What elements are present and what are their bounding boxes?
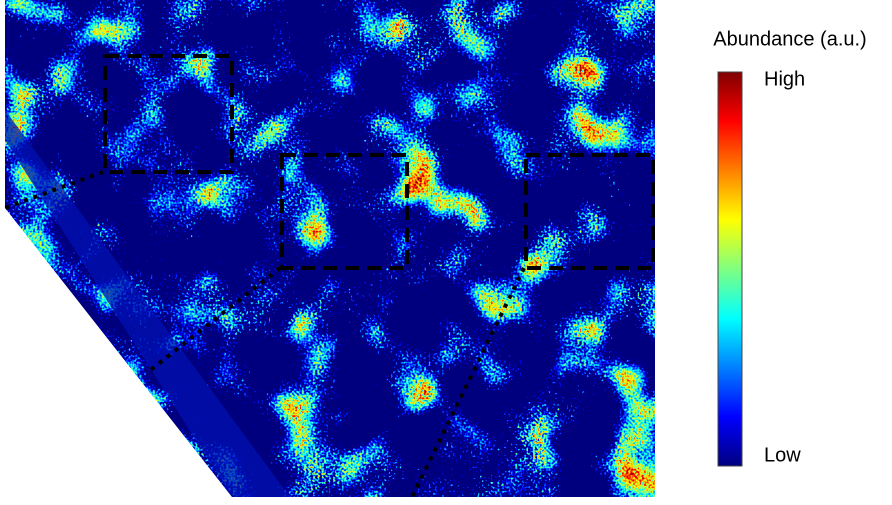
colorbar-title: Abundance (a.u.) xyxy=(713,28,866,50)
abundance-map xyxy=(5,0,655,497)
figure: Abundance (a.u.) High Low xyxy=(0,0,892,500)
colorbar-low-label: Low xyxy=(764,444,801,466)
page: Abundance (a.u.) High Low (() => { const… xyxy=(0,0,892,500)
colorbar xyxy=(718,72,742,466)
colorbar-high-label: High xyxy=(764,68,805,90)
